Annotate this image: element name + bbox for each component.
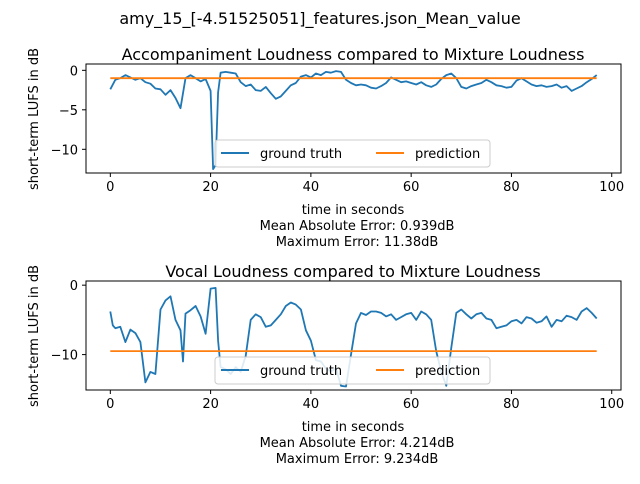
x-tick-label: 20 [202,397,219,412]
x-tick-label: 0 [106,180,114,195]
chart-title: Accompaniment Loudness compared to Mixtu… [122,45,585,64]
x-tick-label: 40 [303,397,320,412]
y-tick-label: −10 [51,349,78,364]
y-tick-label: 0 [70,279,78,294]
x-tick-label: 20 [202,180,219,195]
vocal-chart: Vocal Loudness compared to Mixture Loudn… [27,262,624,467]
y-tick-label: −5 [59,104,78,119]
y-tick-label: 0 [70,64,78,79]
plot-area: 0 20 40 60 80 100 0 −5 −10 [51,64,625,195]
y-axis-label: short-term LUFS in dB [27,265,42,407]
max-error-caption: Maximum Error: 9.234dB [276,452,439,467]
legend: ground truth prediction [214,356,491,385]
axes-frame [85,63,622,174]
legend-label-prediction: prediction [415,147,480,162]
legend-box [214,139,491,168]
x-tick-label: 0 [106,397,114,412]
legend-label-ground-truth: ground truth [260,147,342,162]
x-tick-label: 80 [503,180,520,195]
axes-frame [85,280,622,391]
legend-label-ground-truth: ground truth [260,364,342,379]
mean-abs-error-caption: Mean Absolute Error: 4.214dB [260,436,455,451]
legend-box [214,356,491,385]
ground-truth-line [109,286,598,388]
figure-title: amy_15_[-4.51525051]_features.json_Mean_… [119,9,520,29]
x-tick-label: 40 [303,180,320,195]
ground-truth-line [109,70,598,171]
y-tick-label: −10 [51,143,78,158]
plot-area: 0 20 40 60 80 100 0 −10 [51,279,625,412]
x-tick-label: 100 [599,180,624,195]
legend-label-prediction: prediction [415,364,480,379]
x-tick-label: 80 [503,397,520,412]
y-axis-label: short-term LUFS in dB [27,48,42,190]
legend: ground truth prediction [214,139,491,168]
x-axis-label: time in seconds [302,203,405,218]
accompaniment-chart: Accompaniment Loudness compared to Mixtu… [27,45,624,250]
x-tick-label: 60 [403,397,420,412]
mean-abs-error-caption: Mean Absolute Error: 0.939dB [260,219,455,234]
chart-title: Vocal Loudness compared to Mixture Loudn… [165,262,540,281]
x-tick-label: 100 [599,397,624,412]
max-error-caption: Maximum Error: 11.38dB [276,235,439,250]
x-tick-label: 60 [403,180,420,195]
x-axis-label: time in seconds [302,420,405,435]
